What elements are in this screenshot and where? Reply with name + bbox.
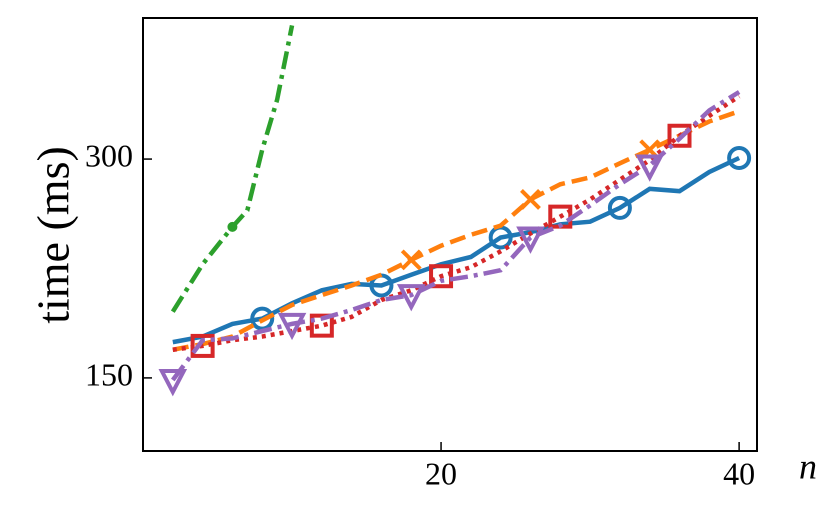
marker (190, 333, 215, 358)
marker (635, 154, 665, 182)
plot-area (158, 25, 752, 397)
x-tick-label: 20 (425, 455, 457, 491)
series-line (171, 90, 741, 382)
x-tick-label: 40 (723, 455, 755, 491)
marker (277, 312, 307, 341)
y-tick-label: 150 (85, 356, 133, 392)
x-axis-label: n (799, 446, 817, 486)
series-line (172, 94, 741, 352)
marker (400, 249, 422, 271)
marker (667, 123, 692, 148)
plot-frame (142, 17, 758, 452)
marker (250, 306, 275, 331)
series-line (172, 155, 741, 345)
marker (520, 189, 541, 210)
marker (309, 313, 334, 338)
y-tick-label: 300 (85, 137, 133, 173)
marker (516, 226, 545, 254)
marker (727, 146, 752, 171)
marker (396, 284, 426, 312)
marker (607, 195, 632, 220)
series-line (170, 25, 295, 313)
y-axis-label: time (ms) (28, 146, 79, 324)
marker (429, 264, 454, 289)
marker (158, 369, 188, 397)
marker (227, 221, 238, 232)
